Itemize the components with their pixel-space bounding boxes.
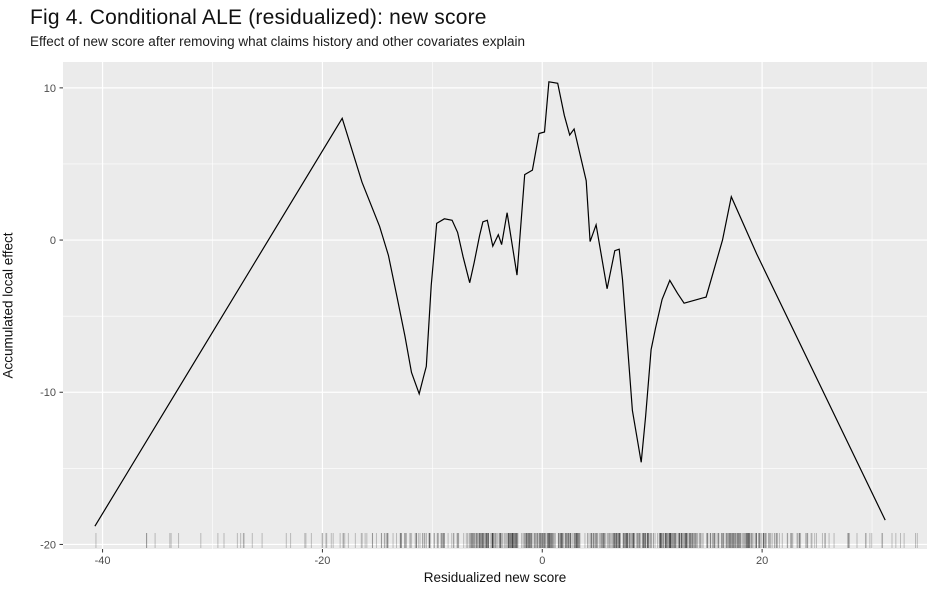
chart-title: Fig 4. Conditional ALE (residualized): n… <box>30 6 487 29</box>
x-axis-title: Residualized new score <box>423 570 567 585</box>
x-tick-label: -20 <box>314 555 330 567</box>
y-tick-label: -10 <box>40 387 56 399</box>
x-tick-label: 0 <box>539 555 545 567</box>
chart-subtitle: Effect of new score after removing what … <box>30 34 525 49</box>
y-axis-title: Accumulated local effect <box>0 232 16 379</box>
y-tick-label: 10 <box>44 83 56 95</box>
x-tick-label: -40 <box>95 555 111 567</box>
ale-line <box>94 81 886 527</box>
panel-background <box>63 62 927 549</box>
y-tick-label: -20 <box>40 539 56 551</box>
x-tick-label: 20 <box>756 555 768 567</box>
y-tick-label: 0 <box>50 235 56 247</box>
